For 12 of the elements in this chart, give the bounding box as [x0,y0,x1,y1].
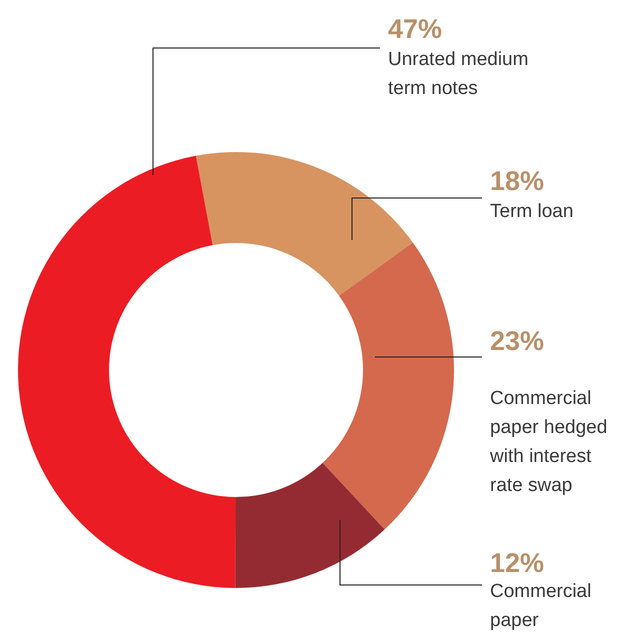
donut-slice [322,242,454,530]
slice-label: Unrated medium term notes [388,49,528,99]
slice-label: Term loan [490,201,574,222]
data-label: 12% [490,548,544,578]
slice-label: Commercial paper [490,581,592,631]
data-label: 47% [388,14,442,44]
donut-slice [196,152,413,296]
data-label: 23% [490,326,544,356]
donut-slice [235,462,385,588]
data-label: 18% [490,166,544,196]
donut-slice [18,156,236,588]
slice-label: Commercial paper hedged with interest rate swap [489,388,608,496]
